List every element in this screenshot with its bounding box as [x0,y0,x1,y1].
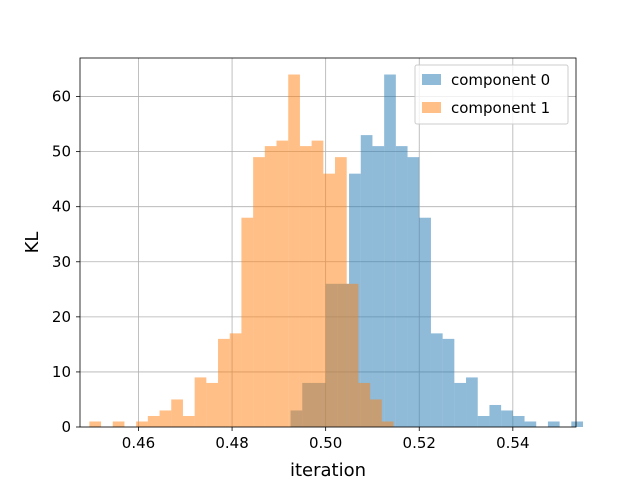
bar-series-1-bin-12 [229,333,242,427]
bar-series-0-bin-22 [547,421,560,427]
y-tick-label-5: 50 [52,143,71,161]
series-1 [89,74,394,428]
bar-series-1-bin-25 [381,421,394,427]
bar-series-1-bin-4 [136,421,148,427]
bar-series-1-bin-6 [159,410,172,427]
histogram-bars [89,74,584,428]
bar-series-1-bin-0 [89,421,102,427]
bar-series-0-bin-13 [442,338,455,427]
bar-series-0-bin-10 [407,157,420,427]
bar-series-0-bin-7 [372,146,385,428]
bar-series-1-bin-18 [299,146,312,428]
bar-series-1-bin-14 [253,157,265,427]
bar-series-1-bin-5 [147,415,160,427]
bar-series-1-bin-17 [288,74,300,427]
bar-series-1-bin-11 [218,338,230,427]
plot-area-frame [79,57,577,428]
x-tick-label-1: 0.48 [215,434,248,452]
bar-series-1-bin-22 [346,283,359,427]
bar-series-0-bin-19 [512,415,525,427]
bar-series-1-bin-10 [206,382,219,427]
y-tick-label-6: 60 [52,88,71,106]
bar-series-0-bin-6 [360,135,373,427]
x-tick-label-3: 0.52 [403,434,436,452]
bar-series-1-bin-9 [194,377,207,427]
y-tick-label-0: 0 [61,418,71,436]
bar-series-0-bin-18 [501,410,513,427]
bar-series-0-bin-8 [384,74,396,427]
x-tick-label-4: 0.54 [496,434,529,452]
y-axis-label: KL [22,232,43,254]
bar-series-1-bin-16 [276,140,289,427]
x-tick-label-0: 0.46 [122,434,155,452]
bar-series-0-bin-17 [489,404,502,427]
bar-series-1-bin-15 [264,146,277,428]
bar-series-1-bin-24 [370,399,382,427]
bar-series-0-bin-24 [571,421,584,427]
bar-series-0-bin-16 [477,415,490,427]
x-axis-ticks: 0.46 0.48 0.50 0.52 0.54 [122,427,530,452]
bar-series-1-bin-19 [311,140,324,427]
y-tick-label-1: 10 [52,363,71,381]
bar-series-0-bin-15 [466,377,478,427]
bar-series-1-bin-8 [182,415,195,427]
legend-swatch-component-0 [422,74,441,85]
bar-series-1-bin-23 [358,382,371,427]
bar-series-0-bin-12 [430,333,443,427]
bar-series-0-bin-11 [419,217,431,427]
bar-series-0-bin-9 [395,146,408,428]
y-tick-label-2: 20 [52,308,71,326]
legend-entry-component-1: component 1 [422,99,550,117]
bar-series-0-bin-14 [454,382,467,427]
bar-series-1-bin-21 [335,157,347,427]
legend: component 0 component 1 [414,64,569,125]
legend-label-component-1: component 1 [451,99,550,117]
x-axis-label: iteration [290,460,366,480]
legend-entry-component-0: component 0 [422,71,550,89]
bar-series-1-bin-2 [112,421,125,427]
bar-series-1-bin-20 [323,173,336,427]
x-tick-label-2: 0.50 [309,434,342,452]
bar-series-1-bin-13 [241,217,254,427]
legend-label-component-0: component 0 [451,71,550,89]
bar-series-1-bin-7 [171,399,183,427]
bar-series-0-bin-20 [524,421,537,427]
y-axis-ticks: 0 10 20 30 40 50 60 [52,88,80,436]
legend-swatch-component-1 [422,102,441,113]
y-tick-label-3: 30 [52,253,71,271]
legend-box [414,64,569,125]
y-tick-label-4: 40 [52,198,71,216]
